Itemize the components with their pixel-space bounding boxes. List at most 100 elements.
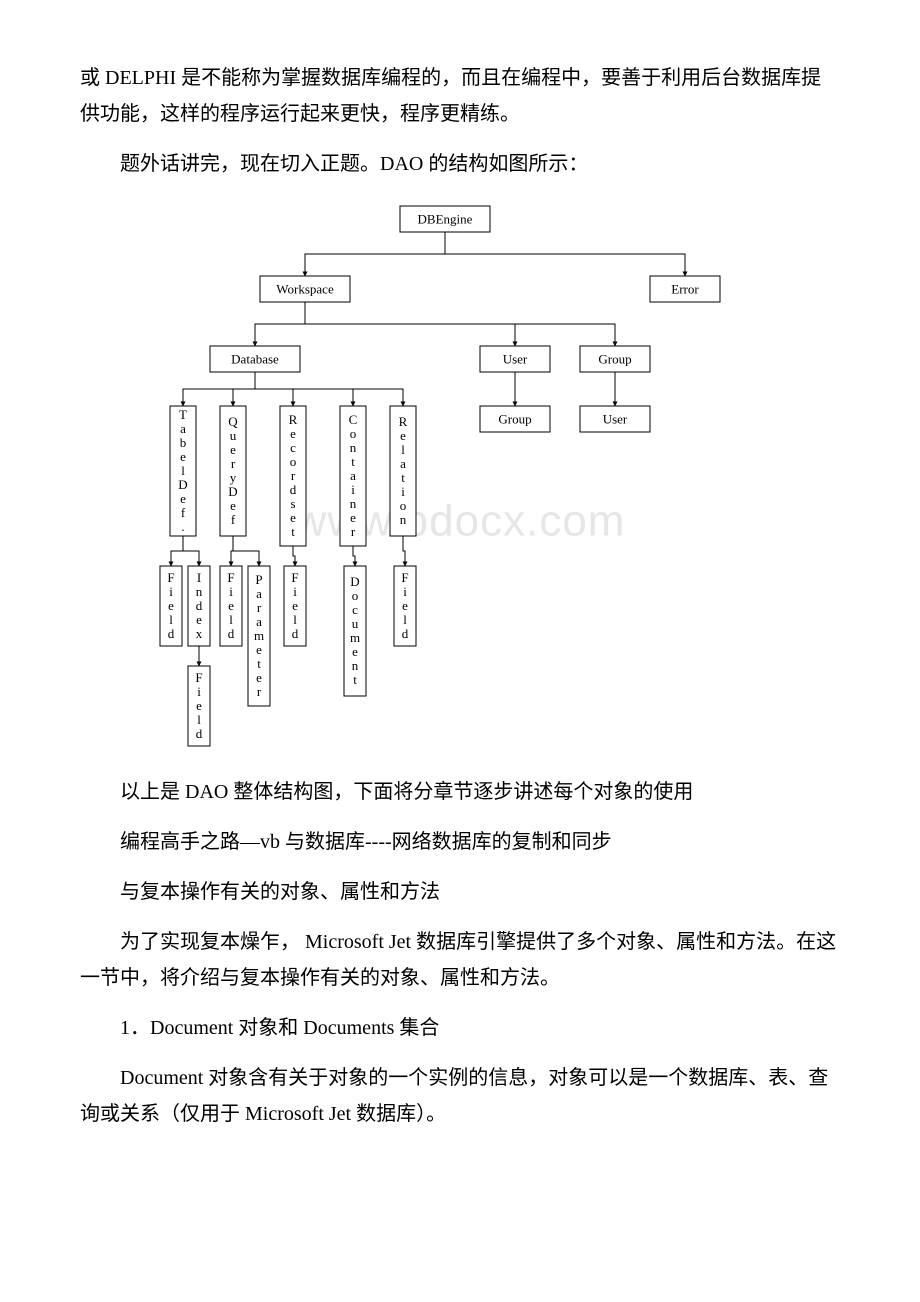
svg-text:Error: Error bbox=[671, 282, 699, 297]
paragraph-6: 为了实现复本燥乍， Microsoft Jet 数据库引擎提供了多个对象、属性和… bbox=[80, 924, 840, 996]
svg-text:i: i bbox=[197, 684, 201, 699]
svg-text:l: l bbox=[229, 612, 233, 627]
svg-text:DBEngine: DBEngine bbox=[418, 212, 473, 227]
svg-text:i: i bbox=[229, 584, 233, 599]
svg-text:i: i bbox=[293, 584, 297, 599]
svg-text:e: e bbox=[228, 598, 234, 613]
svg-text:r: r bbox=[257, 684, 262, 699]
svg-text:R: R bbox=[399, 414, 408, 429]
svg-text:o: o bbox=[400, 498, 407, 513]
svg-text:t: t bbox=[401, 470, 405, 485]
svg-text:u: u bbox=[230, 428, 237, 443]
svg-text:t: t bbox=[291, 524, 295, 539]
svg-text:l: l bbox=[181, 463, 185, 478]
svg-text:l: l bbox=[401, 442, 405, 457]
svg-text:e: e bbox=[290, 426, 296, 441]
svg-text:m: m bbox=[254, 628, 264, 643]
svg-text:Q: Q bbox=[228, 414, 238, 429]
svg-text:r: r bbox=[231, 456, 236, 471]
svg-text:d: d bbox=[292, 626, 299, 641]
svg-text:c: c bbox=[290, 440, 296, 455]
svg-text:d: d bbox=[228, 626, 235, 641]
svg-text:e: e bbox=[400, 428, 406, 443]
svg-text:F: F bbox=[291, 570, 298, 585]
svg-text:r: r bbox=[291, 468, 296, 483]
svg-text:a: a bbox=[350, 468, 356, 483]
svg-text:P: P bbox=[255, 572, 262, 587]
svg-text:l: l bbox=[169, 612, 173, 627]
svg-text:o: o bbox=[290, 454, 297, 469]
svg-text:User: User bbox=[503, 352, 528, 367]
svg-text:i: i bbox=[403, 584, 407, 599]
paragraph-7: 1．Document 对象和 Documents 集合 bbox=[80, 1010, 840, 1046]
svg-text:Database: Database bbox=[231, 352, 279, 367]
svg-text:D: D bbox=[350, 574, 359, 589]
svg-text:I: I bbox=[197, 570, 201, 585]
svg-text:F: F bbox=[401, 570, 408, 585]
svg-text:D: D bbox=[228, 484, 237, 499]
svg-text:f: f bbox=[231, 512, 236, 527]
svg-text:T: T bbox=[179, 407, 187, 422]
svg-text:n: n bbox=[352, 658, 359, 673]
svg-text:F: F bbox=[167, 570, 174, 585]
svg-text:i: i bbox=[169, 584, 173, 599]
svg-text:e: e bbox=[180, 491, 186, 506]
svg-text:e: e bbox=[196, 698, 202, 713]
paragraph-3: 以上是 DAO 整体结构图，下面将分章节逐步讲述每个对象的使用 bbox=[80, 774, 840, 810]
svg-text:n: n bbox=[400, 512, 407, 527]
svg-text:f: f bbox=[181, 505, 186, 520]
svg-text:t: t bbox=[257, 656, 261, 671]
svg-text:x: x bbox=[196, 626, 203, 641]
svg-text:r: r bbox=[351, 524, 356, 539]
svg-text:a: a bbox=[400, 456, 406, 471]
svg-text:D: D bbox=[178, 477, 187, 492]
paragraph-2: 题外话讲完，现在切入正题。DAO 的结构如图所示： bbox=[80, 146, 840, 182]
paragraph-4: 编程高手之路—vb 与数据库----网络数据库的复制和同步 bbox=[80, 824, 840, 860]
svg-text:b: b bbox=[180, 435, 187, 450]
svg-text:n: n bbox=[196, 584, 203, 599]
svg-text:e: e bbox=[196, 612, 202, 627]
svg-text:i: i bbox=[351, 482, 355, 497]
svg-text:e: e bbox=[256, 670, 262, 685]
svg-text:Workspace: Workspace bbox=[276, 282, 334, 297]
svg-text:e: e bbox=[256, 642, 262, 657]
svg-text:d: d bbox=[168, 626, 175, 641]
paragraph-8: Document 对象含有关于对象的一个实例的信息，对象可以是一个数据库、表、查… bbox=[80, 1060, 840, 1132]
svg-text:User: User bbox=[603, 412, 628, 427]
svg-text:o: o bbox=[352, 588, 359, 603]
svg-text:d: d bbox=[196, 598, 203, 613]
svg-text:d: d bbox=[402, 626, 409, 641]
svg-text:n: n bbox=[350, 440, 357, 455]
svg-text:l: l bbox=[293, 612, 297, 627]
svg-text:F: F bbox=[227, 570, 234, 585]
svg-text:l: l bbox=[403, 612, 407, 627]
svg-text:Group: Group bbox=[498, 412, 531, 427]
svg-text:e: e bbox=[292, 598, 298, 613]
paragraph-1: 或 DELPHI 是不能称为掌握数据库编程的，而且在编程中，要善于利用后台数据库… bbox=[80, 60, 840, 132]
svg-text:y: y bbox=[230, 470, 237, 485]
svg-text:a: a bbox=[180, 421, 186, 436]
svg-text:i: i bbox=[401, 484, 405, 499]
svg-text:Group: Group bbox=[598, 352, 631, 367]
svg-text:F: F bbox=[195, 670, 202, 685]
diagram-svg: DBEngine Workspace Error Database User Group G… bbox=[150, 196, 770, 756]
svg-text:r: r bbox=[257, 600, 262, 615]
svg-text:e: e bbox=[230, 498, 236, 513]
svg-text:n: n bbox=[350, 496, 357, 511]
svg-text:e: e bbox=[402, 598, 408, 613]
svg-text:o: o bbox=[350, 426, 357, 441]
dao-diagram: www.bdocx.com DBEngineWorkspaceErrorData… bbox=[150, 196, 770, 756]
svg-text:e: e bbox=[290, 510, 296, 525]
svg-text:e: e bbox=[230, 442, 236, 457]
paragraph-5: 与复本操作有关的对象、属性和方法 bbox=[80, 874, 840, 910]
svg-text:d: d bbox=[290, 482, 297, 497]
svg-text:a: a bbox=[256, 614, 262, 629]
svg-text:e: e bbox=[350, 510, 356, 525]
svg-text:a: a bbox=[256, 586, 262, 601]
svg-text:u: u bbox=[352, 616, 359, 631]
svg-text:.: . bbox=[181, 519, 184, 534]
svg-text:C: C bbox=[349, 412, 358, 427]
svg-text:R: R bbox=[289, 412, 298, 427]
svg-text:t: t bbox=[353, 672, 357, 687]
svg-text:t: t bbox=[351, 454, 355, 469]
